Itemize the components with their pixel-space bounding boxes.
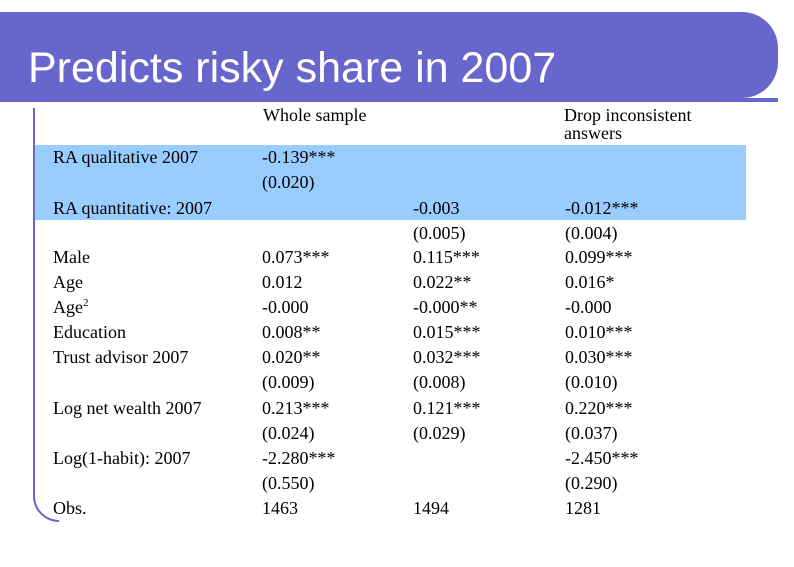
cell-b-wealth-se: (0.029)	[413, 423, 466, 443]
cell-b-education: 0.015***	[413, 322, 481, 342]
label-male: Male	[53, 247, 90, 267]
cell-a-ra-qual-se: (0.020)	[262, 172, 315, 192]
label-ra-quantitative: RA quantitative: 2007	[53, 198, 212, 218]
cell-a-age: 0.012	[262, 272, 303, 292]
label-age2: Age2	[53, 295, 89, 320]
cell-a-education: 0.008**	[262, 322, 321, 342]
label-age: Age	[53, 272, 83, 292]
cell-a-ra-qual: -0.139***	[262, 147, 336, 167]
cell-c-trust: 0.030***	[565, 347, 633, 367]
label-education: Education	[53, 322, 126, 342]
label-age2-sup: 2	[83, 297, 89, 309]
cell-a-wealth: 0.213***	[262, 398, 330, 418]
cell-a-wealth-se: (0.024)	[262, 423, 315, 443]
label-log-habit: Log(1-habit): 2007	[53, 448, 191, 468]
cell-b-ra-quant: -0.003	[413, 198, 460, 218]
cell-b-age: 0.022**	[413, 272, 472, 292]
cell-c-wealth-se: (0.037)	[565, 423, 618, 443]
cell-a-habit: -2.280***	[262, 448, 336, 468]
cell-b-trust: 0.032***	[413, 347, 481, 367]
title-underline	[0, 98, 778, 102]
cell-a-trust-se: (0.009)	[262, 372, 315, 392]
header-whole-sample: Whole sample	[263, 105, 367, 125]
cell-c-wealth: 0.220***	[565, 398, 633, 418]
cell-b-wealth: 0.121***	[413, 398, 481, 418]
cell-c-age2: -0.000	[565, 297, 612, 317]
cell-c-ra-quant-se: (0.004)	[565, 223, 618, 243]
highlight-band	[35, 145, 746, 220]
cell-c-habit: -2.450***	[565, 448, 639, 468]
cell-b-trust-se: (0.008)	[413, 372, 466, 392]
cell-c-habit-se: (0.290)	[565, 473, 618, 493]
cell-b-age2: -0.000**	[413, 297, 478, 317]
cell-b-obs: 1494	[413, 498, 449, 518]
label-age2-text: Age	[53, 297, 83, 317]
cell-b-male: 0.115***	[413, 247, 480, 267]
header-drop-inconsistent-1: Drop inconsistent	[564, 105, 692, 125]
label-obs: Obs.	[53, 498, 87, 518]
cell-c-education: 0.010***	[565, 322, 633, 342]
label-log-net-wealth: Log net wealth 2007	[53, 398, 202, 418]
cell-c-obs: 1281	[565, 498, 601, 518]
cell-c-age: 0.016*	[565, 272, 615, 292]
title-banner: Predicts risky share in 2007	[0, 12, 778, 98]
cell-c-male: 0.099***	[565, 247, 633, 267]
cell-a-age2: -0.000	[262, 297, 309, 317]
cell-a-trust: 0.020**	[262, 347, 321, 367]
slide-title: Predicts risky share in 2007	[28, 44, 557, 92]
cell-b-ra-quant-se: (0.005)	[413, 223, 466, 243]
cell-c-ra-quant: -0.012***	[565, 198, 639, 218]
label-ra-qualitative: RA qualitative 2007	[53, 147, 198, 167]
header-drop-inconsistent-2: answers	[564, 123, 622, 143]
label-trust-advisor: Trust advisor 2007	[53, 347, 189, 367]
cell-a-obs: 1463	[262, 498, 298, 518]
cell-a-male: 0.073***	[262, 247, 330, 267]
cell-a-habit-se: (0.550)	[262, 473, 315, 493]
cell-c-trust-se: (0.010)	[565, 372, 618, 392]
